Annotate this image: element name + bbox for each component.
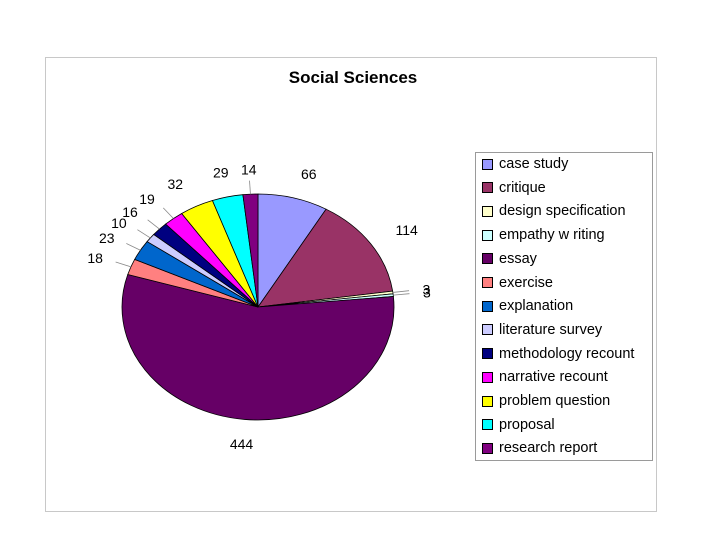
legend-label: exercise: [499, 274, 553, 291]
legend-item-design-specification: design specification: [482, 200, 626, 222]
leader-lines: [115, 180, 410, 296]
legend-swatch: [482, 419, 493, 431]
data-label-narrative-recount: 19: [139, 191, 155, 207]
legend-label: methodology recount: [499, 345, 635, 362]
legend-label: proposal: [499, 416, 555, 433]
legend-label: research report: [499, 440, 598, 457]
data-label-research-report: 14: [241, 161, 257, 177]
legend-item-explanation: explanation: [482, 295, 573, 317]
legend-item-exercise: exercise: [482, 272, 553, 294]
leader-line-literature-survey: [137, 229, 151, 239]
data-label-design-specification: 3: [423, 281, 431, 297]
legend-label: case study: [499, 156, 569, 172]
leader-line-explanation: [126, 243, 141, 251]
leader-line-research-report: [249, 180, 251, 195]
legend-label: essay: [499, 250, 537, 267]
data-label-critique: 114: [396, 222, 419, 238]
legend-label: design specification: [499, 203, 626, 220]
legend-swatch: [482, 158, 493, 170]
legend-swatch: [482, 371, 493, 383]
chart-legend: case study critique design specification em…: [475, 152, 653, 461]
data-label-problem-question: 32: [167, 176, 183, 192]
legend-swatch: [482, 229, 493, 241]
legend-item-problem-question: problem question: [482, 390, 610, 412]
legend-swatch: [482, 300, 493, 312]
legend-swatch: [482, 253, 493, 265]
data-label-essay: 444: [230, 436, 254, 452]
data-label-case-study: 66: [301, 166, 317, 182]
data-label-explanation: 23: [99, 230, 115, 246]
legend-item-research-report: research report: [482, 437, 597, 459]
leader-line-design-specification: [392, 290, 410, 293]
legend-swatch: [482, 442, 493, 454]
legend-label: critique: [499, 179, 546, 196]
legend-item-essay: essay: [482, 248, 537, 270]
legend-item-literature-survey: literature survey: [482, 319, 602, 341]
data-label-exercise: 18: [87, 250, 103, 266]
pie-slices: [121, 193, 395, 421]
leader-line-empathy-w-riting: [393, 293, 410, 296]
chart-title: Social Sciences: [288, 68, 418, 87]
legend-swatch: [482, 182, 493, 194]
legend-swatch: [482, 395, 493, 407]
legend-label: literature survey: [499, 321, 603, 338]
legend-swatch: [482, 205, 493, 217]
legend-label: problem question: [499, 393, 611, 409]
data-label-methodology-recount: 16: [122, 204, 138, 220]
pie-slice-critique: [257, 208, 394, 308]
data-label-empathy-w-riting: 3: [423, 285, 431, 301]
data-label-proposal: 29: [213, 165, 229, 181]
legend-label: explanation: [499, 298, 574, 315]
legend-item-case-study: case study: [482, 153, 568, 175]
legend-label: empathy w riting: [499, 227, 605, 244]
pie-slice-essay: [121, 274, 395, 421]
legend-label: narrative recount: [499, 369, 608, 386]
leader-line-exercise: [115, 261, 132, 268]
legend-swatch: [482, 348, 493, 360]
legend-swatch: [482, 277, 493, 288]
leader-line-methodology-recount: [147, 219, 160, 230]
legend-item-narrative-recount: narrative recount: [482, 366, 608, 388]
legend-item-empathy-w-riting: empathy w riting: [482, 224, 605, 246]
legend-item-proposal: proposal: [482, 414, 555, 436]
legend-swatch: [482, 324, 493, 336]
legend-item-critique: critique: [482, 177, 546, 199]
legend-item-methodology-recount: methodology recount: [482, 343, 634, 365]
leader-line-narrative-recount: [162, 207, 174, 219]
data-label-literature-survey: 10: [111, 215, 127, 231]
